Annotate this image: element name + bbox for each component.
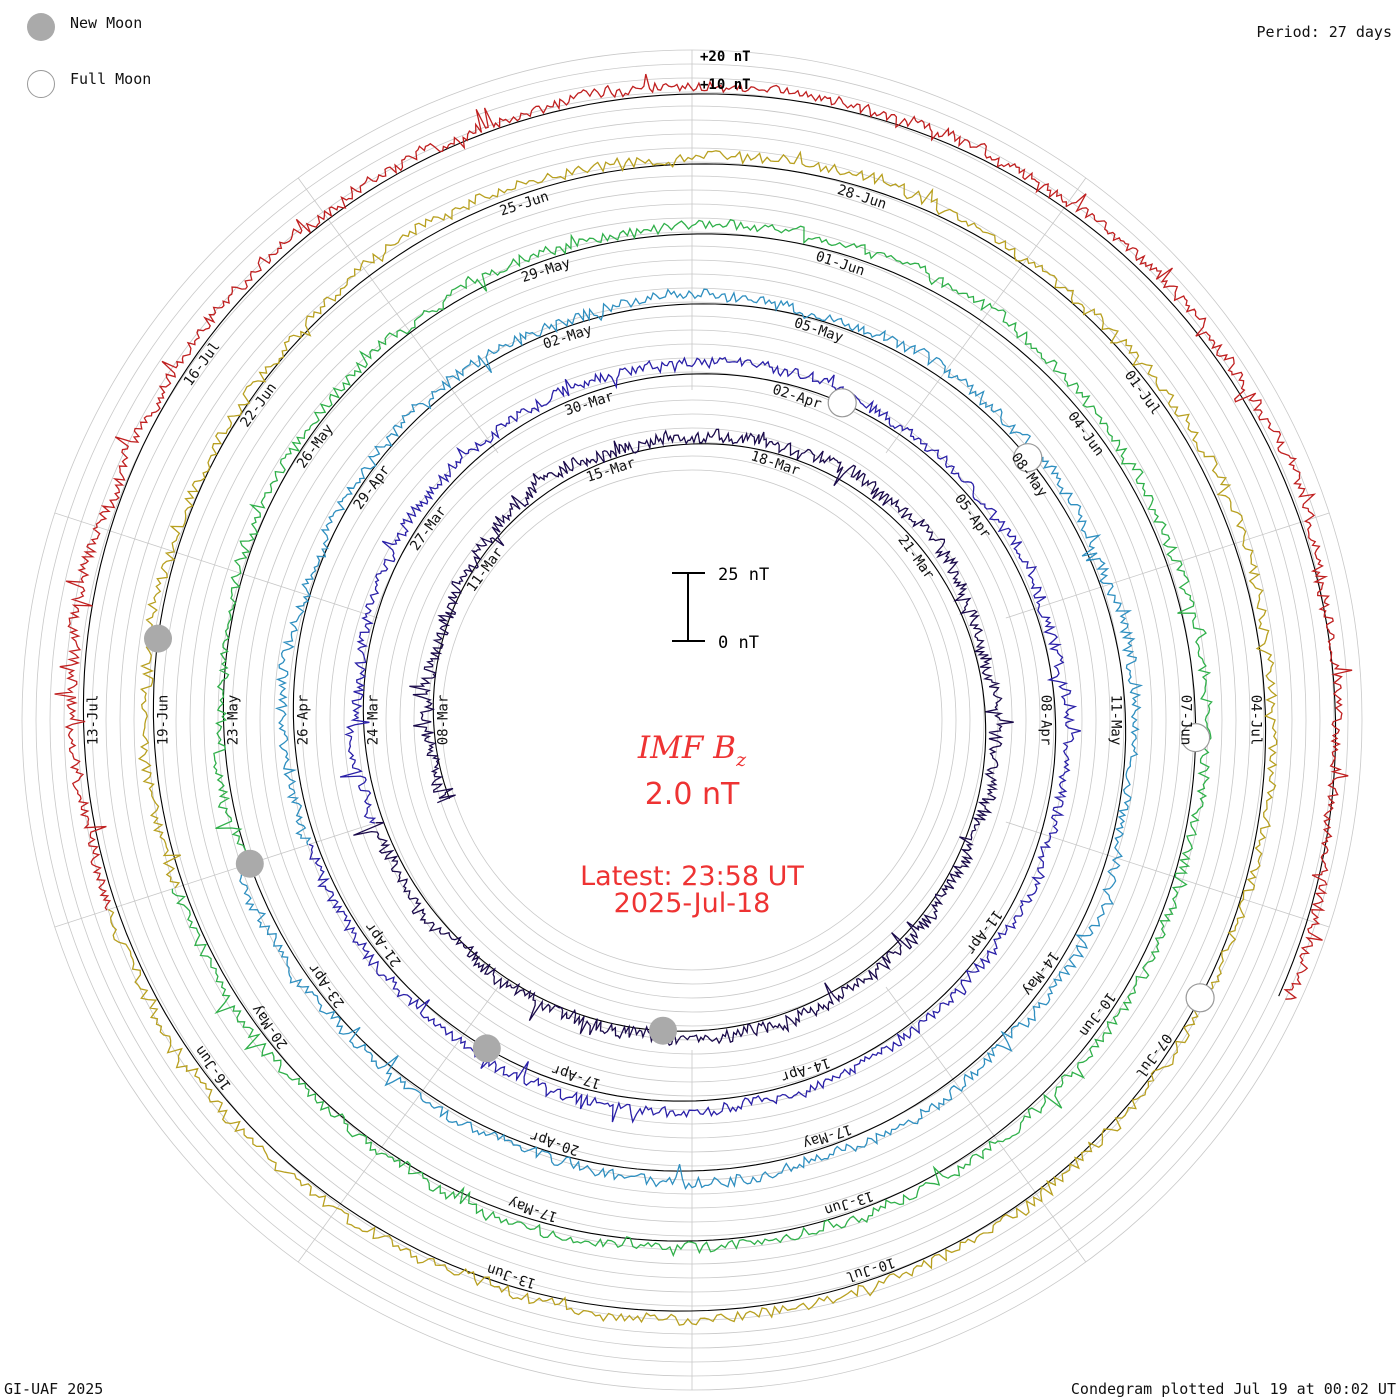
date-label: 08-Apr [1038,695,1054,746]
bz-series [54,73,1353,1326]
footer-plotted: Condegram plotted Jul 19 at 00:02 UT [1070,1380,1396,1398]
latest-date: 2025-Jul-18 [614,888,771,919]
grid-ring [413,441,971,999]
period-label: Period: 27 days [1256,23,1392,41]
date-label: 26-Apr [296,695,312,746]
date-label: 11-May [1108,695,1124,746]
scale-bar-top-label: 25 nT [718,565,769,585]
new-moon-marker [144,624,172,653]
latest-time: Latest: 23:58 UT [580,861,804,892]
grid-ring [259,287,1125,1153]
grid-ring [385,413,999,1027]
moon-phase-markers [144,388,1215,1063]
new-moon-marker [649,1016,677,1045]
grid-ring [441,469,943,971]
ring-scale-label-10: +10 nT [700,77,751,93]
full-moon-marker [1185,983,1215,1013]
grid-spoke [54,512,379,619]
rotation-spokes [54,50,1330,1390]
scale-bar-bottom-label: 0 nT [718,633,759,653]
bz-trace-rotation-1 [353,428,1014,1046]
date-label: 07-Jun [1178,695,1194,746]
bz-trace-rotation-6 [54,73,1353,1000]
new-moon-label: New Moon [70,14,143,32]
date-label: 24-Mar [366,695,382,746]
full-moon-marker [827,388,857,418]
grid-ring [427,455,957,985]
grid-ring [357,385,1027,1055]
date-label: 04-Jul [1248,695,1264,746]
current-value: 2.0 nT [645,777,740,812]
full-moon-marker [1013,443,1043,473]
zero-baseline-spiral [82,93,1337,1312]
full-moon-icon [27,70,55,98]
scale-bar: 25 nT 0 nT [672,565,769,653]
grid-ring [399,427,985,1013]
date-label: 23-May [226,695,242,746]
new-moon-marker [472,1034,501,1063]
parameter-title: IMF Bz [637,730,747,771]
date-label: 19-Jun [156,695,172,746]
grid-spoke [1005,821,1330,928]
bz-trace-rotation-2 [308,356,1081,1124]
date-label: 08-Mar [436,695,452,746]
date-label: 01-Jul [1121,368,1164,418]
date-label: 05-Apr [951,491,994,541]
bz-trace-rotation-4 [171,218,1213,1258]
date-label: 13-Jul [86,695,102,746]
full-moon-marker [1180,722,1211,753]
grid-ring [371,399,1013,1041]
grid-spoke [297,986,499,1263]
new-moon-icon [27,13,55,41]
footer-credit: GI-UAF 2025 [4,1380,104,1398]
new-moon-marker [235,849,264,878]
bz-trace-rotation-3 [239,288,1144,1191]
grid-spoke [297,177,499,454]
bz-trace-rotation-5 [108,150,1278,1326]
grid-spoke [885,177,1087,454]
ring-scale-label-20: +20 nT [700,49,751,65]
full-moon-label: Full Moon [70,70,152,88]
